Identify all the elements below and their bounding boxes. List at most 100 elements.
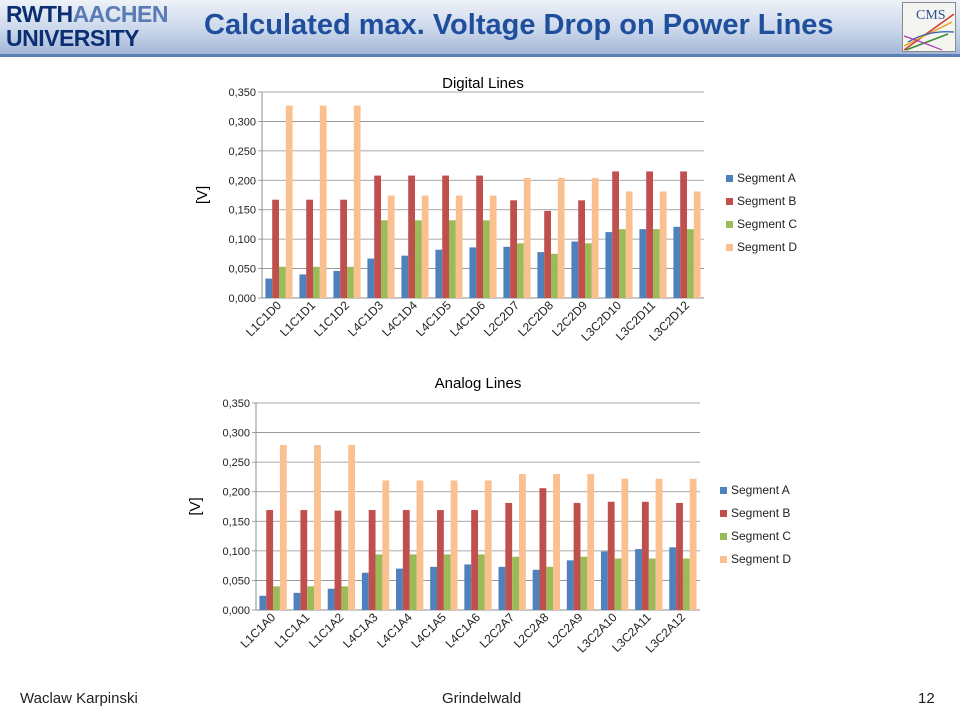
analog-bar-segment-c — [375, 554, 383, 610]
digital-y-tick-label: 0,350 — [228, 87, 256, 99]
analog-bar-segment-d — [689, 478, 697, 610]
analog-bar-segment-b — [437, 510, 444, 610]
digital-bar-segment-b — [578, 200, 585, 298]
digital-bar-segment-b — [306, 199, 313, 298]
header-rule — [0, 54, 960, 57]
digital-legend-swatch — [726, 221, 733, 228]
analog-legend-swatch — [720, 556, 727, 563]
analog-bar-segment-a — [464, 564, 472, 610]
analog-y-axis-label: [V] — [187, 497, 204, 515]
digital-bar-segment-b — [680, 171, 687, 298]
analog-y-tick-label: 0,350 — [222, 398, 250, 410]
digital-bar-segment-b — [646, 171, 653, 298]
analog-bar-segment-a — [635, 549, 642, 610]
digital-bar-segment-c — [687, 229, 694, 298]
analog-bar-segment-b — [505, 502, 513, 610]
digital-bar-segment-a — [265, 278, 273, 298]
digital-legend-swatch — [726, 175, 733, 182]
analog-bar-segment-c — [614, 558, 622, 610]
analog-bar-segment-d — [314, 444, 321, 610]
digital-bar-segment-d — [625, 191, 633, 298]
digital-x-tick-label: L4C1D4 — [379, 298, 420, 339]
analog-bar-segment-c — [546, 566, 554, 610]
analog-legend-swatch — [720, 510, 727, 517]
analog-bar-segment-c — [682, 558, 690, 610]
digital-bar-segment-b — [374, 175, 381, 298]
digital-bar-segment-b — [408, 175, 415, 298]
analog-bar-segment-c — [512, 556, 519, 610]
digital-bar-segment-c — [347, 266, 354, 298]
analog-y-tick-label: 0,300 — [222, 428, 250, 440]
digital-x-tick-label: L4C1D5 — [413, 298, 454, 339]
analog-legend-swatch — [720, 533, 727, 540]
digital-x-tick-label: L2C2D7 — [481, 298, 522, 339]
digital-bar-segment-b — [442, 175, 449, 298]
analog-bar-segment-b — [300, 510, 308, 610]
digital-bar-segment-a — [435, 249, 443, 298]
analog-bar-segment-c — [580, 556, 588, 610]
digital-x-tick-label: L3C2D12 — [646, 298, 692, 344]
analog-legend-label: Segment C — [731, 529, 791, 543]
analog-chart-title: Analog Lines — [435, 375, 522, 392]
analog-x-tick-label: L4C1A3 — [340, 610, 381, 651]
analog-bar-segment-d — [655, 478, 663, 610]
digital-y-tick-label: 0,200 — [228, 175, 256, 187]
digital-legend-label: Segment D — [737, 240, 797, 254]
analog-bar-segment-b — [607, 501, 615, 610]
analog-bar-segment-d — [450, 480, 458, 610]
analog-bar-segment-a — [532, 569, 540, 610]
digital-bar-segment-a — [639, 229, 647, 298]
digital-bar-segment-c — [313, 266, 320, 298]
analog-legend-label: Segment B — [731, 506, 790, 520]
digital-bar-segment-a — [571, 241, 579, 298]
digital-x-tick-label: L1C1D1 — [277, 298, 318, 339]
digital-y-tick-label: 0,250 — [228, 146, 256, 158]
digital-bar-segment-a — [469, 247, 477, 298]
digital-bar-segment-b — [544, 210, 551, 298]
digital-legend-label: Segment B — [737, 194, 796, 208]
digital-bar-segment-c — [653, 229, 660, 298]
analog-bar-segment-b — [368, 510, 376, 610]
digital-x-tick-label: L1C1D2 — [311, 298, 352, 339]
analog-legend-label: Segment A — [731, 483, 790, 497]
analog-y-tick-label: 0,100 — [222, 546, 250, 558]
analog-bar-segment-d — [587, 473, 595, 610]
analog-bar-segment-d — [553, 473, 560, 610]
analog-bar-segment-a — [327, 588, 335, 610]
digital-bar-segment-d — [659, 191, 667, 298]
digital-bar-segment-c — [381, 220, 388, 298]
digital-bar-segment-a — [367, 258, 375, 298]
digital-y-tick-label: 0,000 — [228, 293, 256, 305]
analog-bar-segment-a — [259, 595, 267, 610]
digital-legend-label: Segment C — [737, 217, 797, 231]
digital-chart-title: Digital Lines — [442, 75, 524, 92]
digital-bar-segment-b — [510, 200, 517, 298]
digital-x-tick-label: L3C2D10 — [578, 298, 624, 344]
analog-bar-segment-b — [641, 501, 649, 610]
analog-bar-segment-d — [518, 473, 526, 610]
analog-bar-segment-a — [600, 551, 608, 610]
logo-rwth: RWTH — [6, 1, 73, 27]
digital-bar-segment-b — [612, 171, 619, 298]
digital-x-tick-label: L4C1D6 — [447, 298, 488, 339]
header-band — [0, 0, 960, 56]
digital-bar-segment-d — [455, 195, 463, 298]
digital-x-tick-label: L2C2D9 — [549, 298, 590, 339]
digital-bar-segment-d — [591, 177, 599, 298]
analog-bar-segment-a — [498, 566, 506, 610]
analog-bar-segment-a — [430, 566, 438, 610]
digital-bar-segment-c — [585, 243, 592, 298]
analog-bar-segment-d — [382, 480, 390, 610]
analog-bar-segment-a — [361, 572, 369, 610]
digital-bar-segment-a — [537, 252, 545, 298]
logo-line-2: UNIVERSITY — [6, 25, 140, 51]
digital-x-tick-label: L4C1D3 — [345, 298, 386, 339]
rwth-logo: RWTHAACHEN UNIVERSITY — [6, 2, 190, 52]
analog-x-tick-label: L4C1A4 — [374, 610, 415, 651]
analog-bar-segment-d — [484, 480, 492, 610]
analog-x-tick-label: L4C1A5 — [408, 610, 449, 651]
digital-bar-segment-d — [353, 105, 361, 298]
analog-x-tick-label: L3C2A12 — [643, 610, 689, 656]
digital-bar-segment-b — [272, 199, 279, 298]
analog-bar-segment-a — [293, 592, 301, 610]
